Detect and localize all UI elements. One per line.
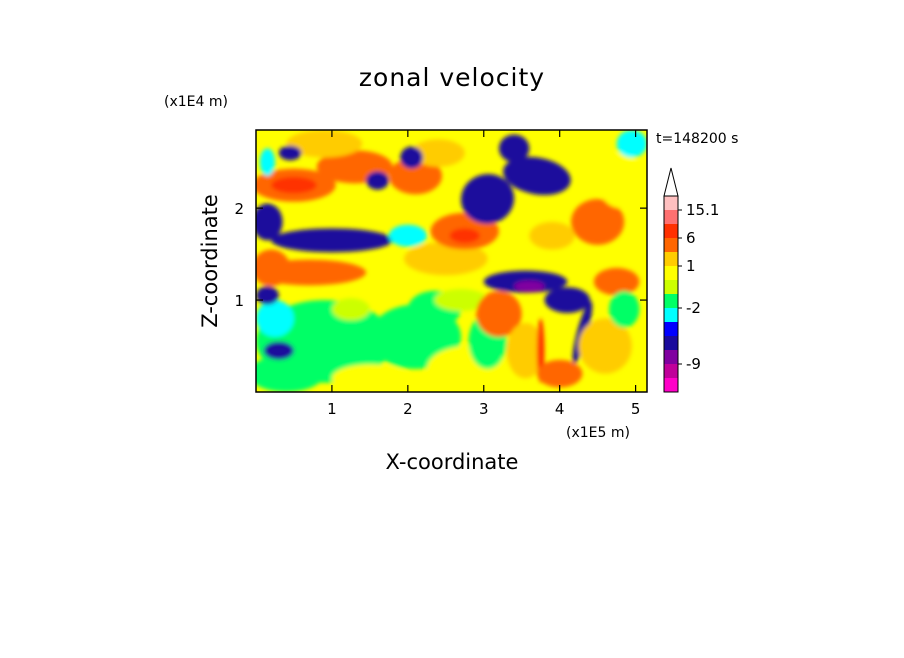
colorbar-swatch	[664, 224, 678, 238]
plot-frame	[255, 129, 648, 393]
field-region	[256, 249, 291, 287]
x-axis: 1 2 3 4 5	[327, 130, 640, 418]
field-regions	[256, 130, 647, 392]
field-region	[498, 134, 530, 163]
field-region	[331, 364, 408, 392]
colorbar-swatch	[664, 322, 678, 336]
field-region	[529, 221, 575, 250]
colorbar-tick-label: -2	[686, 299, 701, 317]
field-region	[434, 289, 488, 312]
field-region	[256, 300, 294, 337]
colorbar: 15.1 6 1 -2 -9	[663, 167, 719, 393]
x-tick-label: 2	[403, 400, 413, 418]
colorbar-frame	[663, 195, 679, 393]
field-region	[366, 171, 389, 190]
y-unit-label: (x1E4 m)	[164, 94, 228, 110]
x-unit-label: (x1E5 m)	[566, 425, 630, 441]
y-axis: 12	[234, 200, 647, 310]
field-region	[331, 298, 370, 321]
field-region	[256, 203, 283, 241]
field-region	[256, 286, 279, 305]
chart-title: zonal velocity	[359, 63, 545, 92]
y-tick-label: 2	[234, 200, 244, 218]
colorbar-tick-label: 1	[686, 257, 696, 275]
colorbar-swatch	[664, 266, 678, 280]
colorbar-swatch	[664, 350, 678, 364]
colorbar-swatch	[664, 308, 678, 322]
field-region	[506, 323, 545, 379]
colorbar-tick-label: -9	[686, 355, 701, 373]
field-region	[593, 267, 640, 296]
colorbar-swatch	[664, 294, 678, 308]
x-tick-label: 3	[479, 400, 489, 418]
x-tick-label: 5	[631, 400, 641, 418]
field-region	[514, 280, 545, 292]
y-axis-label: Z-coordinate	[198, 194, 222, 328]
field-region	[609, 290, 640, 328]
colorbar-swatch	[664, 252, 678, 266]
field-region	[616, 130, 647, 158]
colorbar-swatch	[664, 238, 678, 252]
field-region	[271, 228, 393, 253]
colorbar-swatch	[664, 210, 678, 224]
colorbar-extension	[663, 167, 679, 197]
field-region	[286, 130, 363, 158]
field-region	[278, 145, 302, 161]
colorbar-tick-label: 15.1	[686, 201, 719, 219]
field-region	[400, 146, 424, 169]
field-region	[411, 139, 465, 167]
field-region	[571, 198, 625, 245]
field-region	[388, 224, 427, 247]
field-region	[259, 148, 275, 176]
x-tick-label: 1	[327, 400, 337, 418]
colorbar-swatch	[664, 196, 678, 210]
field-region	[476, 290, 522, 337]
field-region	[449, 228, 480, 244]
field-region	[536, 359, 583, 388]
field-region	[461, 174, 515, 224]
field-region	[271, 176, 317, 194]
field-region	[503, 156, 571, 196]
field-region	[256, 355, 325, 392]
field-region	[544, 287, 591, 313]
time-label: t=148200 s	[656, 131, 738, 147]
field-region	[404, 242, 488, 276]
colorbar-swatch	[664, 378, 678, 392]
colorbar-swatch	[664, 336, 678, 350]
colorbar-swatch	[664, 280, 678, 294]
field-region	[597, 152, 644, 209]
x-axis-label: X-coordinate	[386, 450, 519, 474]
field-region	[263, 341, 294, 360]
field-region	[578, 318, 632, 374]
y-tick-label: 1	[234, 292, 244, 310]
x-tick-label: 4	[555, 400, 565, 418]
field-region	[388, 157, 443, 195]
contour-field	[256, 130, 647, 392]
colorbar-swatch	[664, 364, 678, 378]
colorbar-tick-label: 6	[686, 229, 696, 247]
